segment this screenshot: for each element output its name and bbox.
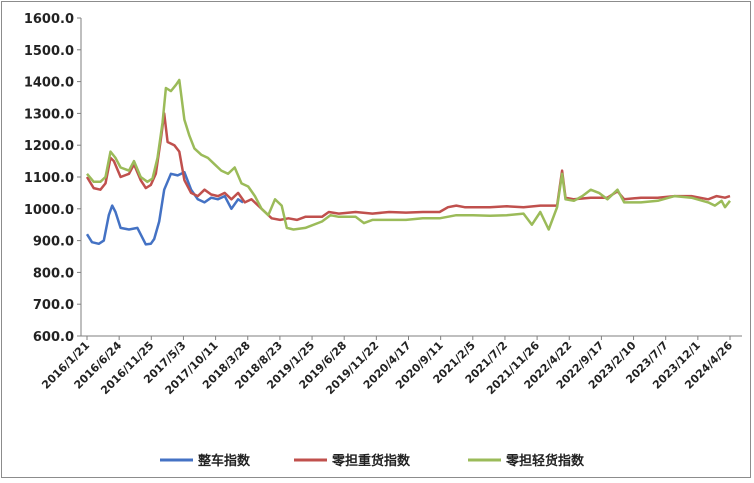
legend-label-3: 零担轻货指数	[505, 453, 585, 469]
y-tick-label: 900.0	[33, 235, 74, 250]
x-axis-ticks: 2016/1/212016/6/242016/11/252017/5/32017…	[39, 336, 735, 397]
series-line-1	[85, 170, 244, 246]
y-tick-label: 600.0	[33, 330, 74, 345]
series-line-2	[85, 112, 731, 222]
y-tick-label: 1000.0	[24, 203, 74, 218]
legend-label-2: 零担重货指数	[331, 453, 411, 469]
y-tick-label: 1500.0	[24, 44, 74, 59]
y-tick-label: 800.0	[33, 266, 74, 281]
series-lines	[85, 78, 731, 246]
legend: 整车指数 零担重货指数 零担轻货指数	[160, 453, 585, 469]
axes	[80, 18, 742, 337]
series-line-3	[86, 78, 731, 231]
y-tick-label: 700.0	[33, 298, 74, 313]
y-tick-label: 1400.0	[24, 76, 74, 91]
y-tick-label: 1600.0	[24, 12, 74, 27]
y-tick-label: 1300.0	[24, 107, 74, 122]
y-tick-label: 1100.0	[24, 171, 74, 186]
y-tick-label: 1200.0	[24, 139, 74, 154]
legend-label-1: 整车指数	[197, 453, 251, 469]
y-axis-ticks: 1600.0 1500.0 1400.0 1300.0 1200.0 1100.0 1000…	[24, 12, 81, 345]
